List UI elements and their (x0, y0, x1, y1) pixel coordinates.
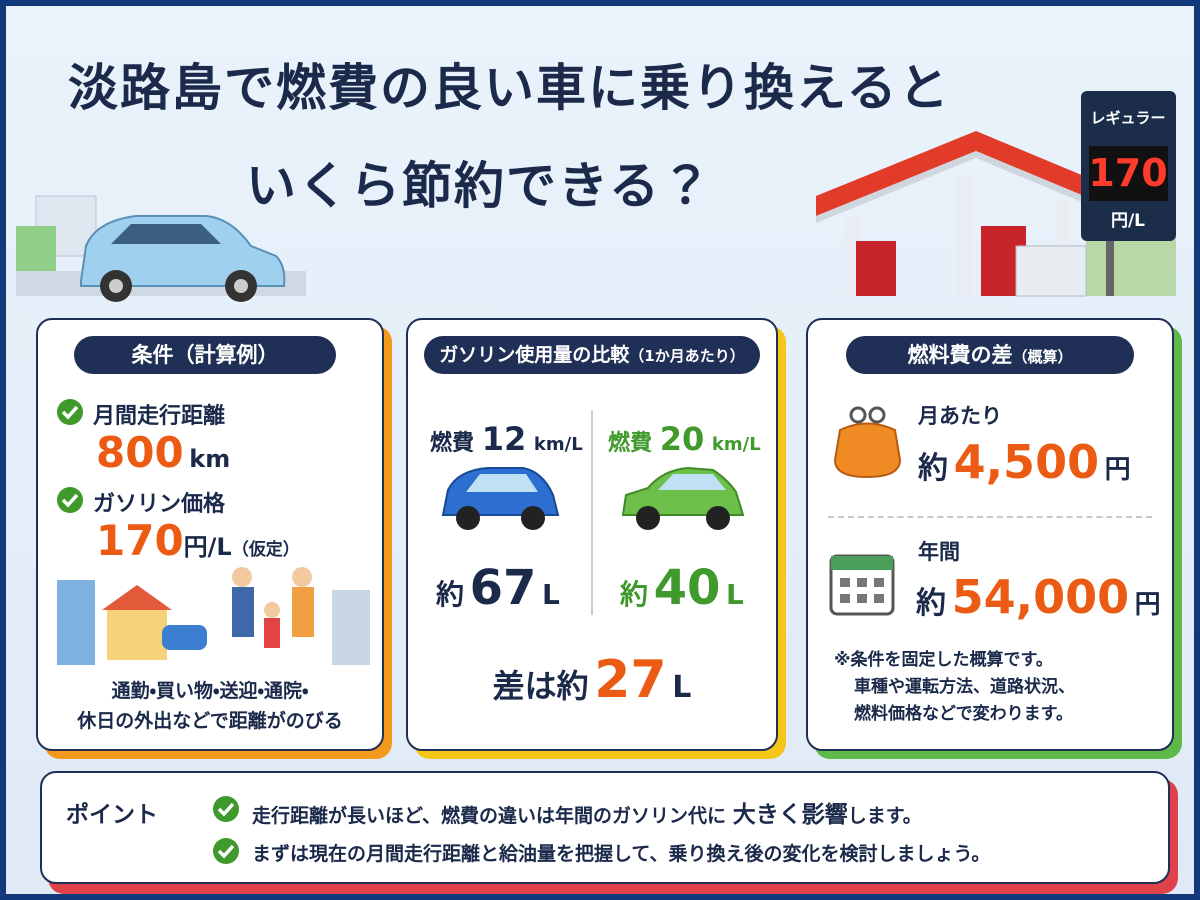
amount-value: 40 (653, 560, 721, 616)
calendar-icon (829, 554, 895, 616)
cost-unit: 円 (1134, 590, 1161, 620)
check-icon (213, 796, 239, 822)
amount-prefix: 約 (620, 578, 649, 611)
efficiency-row: 燃費 12 km/L (430, 420, 583, 458)
condition-value-row: 170円/L（仮定） (96, 516, 300, 565)
efficiency-value: 12 (481, 420, 527, 458)
efficiency-label: 燃費 (608, 431, 653, 456)
difference-unit: L (672, 670, 692, 705)
points-label: ポイント (66, 802, 158, 828)
amount-unit: L (541, 578, 560, 611)
blue-car (441, 467, 560, 530)
point-text: 走行距離が長いほど、燃費の違いは年間のガソリン代に 大きく影響します。 (252, 795, 922, 829)
title-line: いくら節約できる？ (246, 157, 713, 215)
title-line: 淡路島で燃費の良い車に乗り換えると (68, 59, 951, 117)
heading-text: 条件 (131, 343, 174, 367)
cost-prefix: 約 (916, 586, 946, 621)
point-text-part: します。 (847, 805, 922, 827)
heading-note: （計算例） (173, 343, 279, 367)
check-icon (57, 487, 83, 513)
card-heading: ガソリン使用量の比較（1か月あたり） (424, 336, 760, 374)
note-line: 燃料価格などで変わります。 (854, 704, 1073, 724)
check-icon (213, 838, 239, 864)
gas-station: レギュラー 170 円/L (816, 91, 1176, 297)
cost-value: 4,500 (953, 435, 1100, 489)
purse-icon (833, 406, 902, 479)
note-line: ※条件を固定した概算です。 (834, 650, 1053, 670)
divider (591, 410, 593, 615)
cost-prefix: 約 (918, 451, 948, 486)
heading-text: ガソリン使用量の比較 (439, 344, 630, 366)
card-heading: 条件（計算例） (74, 336, 336, 374)
price-sign-unit: 円/L (1111, 211, 1145, 231)
condition-label: 月間走行距離 (93, 404, 226, 429)
points-panel: ポイント 走行距離が長いほど、燃費の違いは年間のガソリン代に 大きく影響します。… (40, 771, 1170, 884)
period-label: 年間 (918, 540, 960, 564)
green-car (621, 466, 745, 530)
condition-unit: 円/L (183, 533, 232, 561)
amount-row: 約 67 L (436, 560, 560, 616)
family-illustration (57, 567, 370, 665)
cost-row: 約 4,500 円 (918, 435, 1131, 489)
car-illustration (16, 195, 306, 302)
period-label: 月あたり (918, 404, 1002, 428)
point-text-part: 走行距離が長いほど、燃費の違いは年間のガソリン代に (252, 805, 727, 827)
condition-value: 170 (96, 516, 184, 565)
cost-value: 54,000 (951, 570, 1130, 624)
caption-line: 通勤・買い物・送迎・通院・ (111, 680, 309, 702)
amount-row: 約 40 L (620, 560, 744, 616)
point-emphasis: 大きく影響 (732, 802, 848, 828)
point-text: まずは現在の月間走行距離と給油量を把握して、乗り換え後の変化を検討しましょう。 (252, 843, 991, 865)
efficiency-row: 燃費 20 km/L (608, 420, 761, 458)
amount-unit: L (725, 578, 744, 611)
note-line: 車種や運転方法、道路状況、 (854, 677, 1075, 697)
card-heading: 燃料費の差（概算） (846, 336, 1134, 374)
heading-note: （概算） (1012, 348, 1073, 366)
conditions-card: 条件（計算例） 月間走行距離 800 km ガソリン価格 170円/L（仮定） … (36, 318, 384, 751)
difference-value: 27 (594, 650, 667, 710)
condition-note: （仮定） (231, 540, 300, 560)
efficiency-unit: km/L (533, 434, 583, 455)
condition-value: 800 (96, 428, 184, 477)
separator (828, 516, 1152, 518)
amount-prefix: 約 (436, 578, 465, 611)
condition-unit: km (189, 445, 231, 473)
efficiency-value: 20 (659, 420, 705, 458)
caption-line: 休日の外出などで距離がのびる (77, 710, 343, 732)
amount-value: 67 (469, 560, 537, 616)
check-icon (57, 399, 83, 425)
price-sign-label: レギュラー (1090, 109, 1165, 127)
cost-unit: 円 (1104, 455, 1131, 485)
heading-note: （1か月あたり） (629, 347, 745, 365)
efficiency-unit: km/L (711, 434, 761, 455)
heading-text: 燃料費の差 (907, 343, 1013, 367)
cost-card: 燃料費の差（概算） 月あたり 約 4,500 円 年間 約 54,000 円 ※… (806, 318, 1174, 751)
condition-label: ガソリン価格 (93, 492, 226, 517)
condition-value-row: 800 km (96, 428, 230, 477)
difference-row: 差は約 27 L (408, 650, 776, 710)
cost-row: 約 54,000 円 (916, 570, 1161, 624)
price-sign-price: 170 (1088, 151, 1167, 195)
comparison-card: ガソリン使用量の比較（1か月あたり） 燃費 12 km/L 約 67 L 燃費 … (406, 318, 778, 751)
difference-label: 差は約 (492, 667, 589, 705)
efficiency-label: 燃費 (430, 431, 475, 456)
